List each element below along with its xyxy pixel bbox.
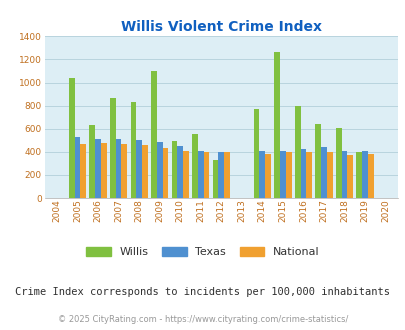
Bar	[361, 150, 367, 198]
Bar	[264, 154, 270, 198]
Bar	[156, 142, 162, 198]
Legend: Willis, Texas, National: Willis, Texas, National	[82, 242, 323, 262]
Bar	[320, 147, 326, 198]
Bar	[356, 152, 361, 198]
Bar	[192, 134, 197, 198]
Bar	[171, 141, 177, 198]
Bar	[203, 152, 209, 198]
Title: Willis Violent Crime Index: Willis Violent Crime Index	[120, 20, 321, 34]
Bar	[259, 151, 264, 198]
Bar	[279, 150, 285, 198]
Bar	[110, 98, 115, 198]
Bar	[151, 71, 156, 198]
Bar	[305, 152, 311, 198]
Bar	[347, 155, 352, 198]
Bar	[162, 148, 168, 198]
Bar	[130, 102, 136, 198]
Bar	[218, 152, 224, 198]
Bar	[274, 52, 279, 198]
Bar	[142, 146, 147, 198]
Bar	[80, 144, 86, 198]
Bar	[197, 151, 203, 198]
Bar	[95, 139, 101, 198]
Bar	[300, 149, 305, 198]
Bar	[75, 137, 80, 198]
Bar	[315, 123, 320, 198]
Bar	[101, 143, 107, 198]
Bar	[335, 128, 341, 198]
Text: © 2025 CityRating.com - https://www.cityrating.com/crime-statistics/: © 2025 CityRating.com - https://www.city…	[58, 315, 347, 324]
Bar	[89, 125, 95, 198]
Bar	[341, 150, 347, 198]
Bar	[224, 152, 229, 198]
Text: Crime Index corresponds to incidents per 100,000 inhabitants: Crime Index corresponds to incidents per…	[15, 287, 390, 297]
Bar	[326, 152, 332, 198]
Bar	[253, 109, 259, 198]
Bar	[121, 144, 127, 198]
Bar	[115, 139, 121, 198]
Bar	[294, 106, 300, 198]
Bar	[177, 146, 183, 198]
Bar	[69, 78, 75, 198]
Bar	[136, 140, 142, 198]
Bar	[285, 152, 291, 198]
Bar	[183, 151, 188, 198]
Bar	[367, 154, 373, 198]
Bar	[212, 160, 218, 198]
